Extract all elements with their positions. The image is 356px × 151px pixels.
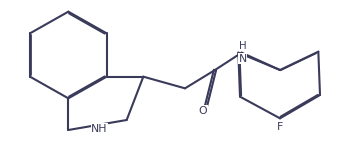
Text: NH: NH	[91, 124, 108, 134]
Text: O: O	[199, 106, 207, 116]
Text: H: H	[239, 41, 246, 51]
Text: N: N	[239, 54, 247, 64]
Text: F: F	[277, 122, 283, 132]
